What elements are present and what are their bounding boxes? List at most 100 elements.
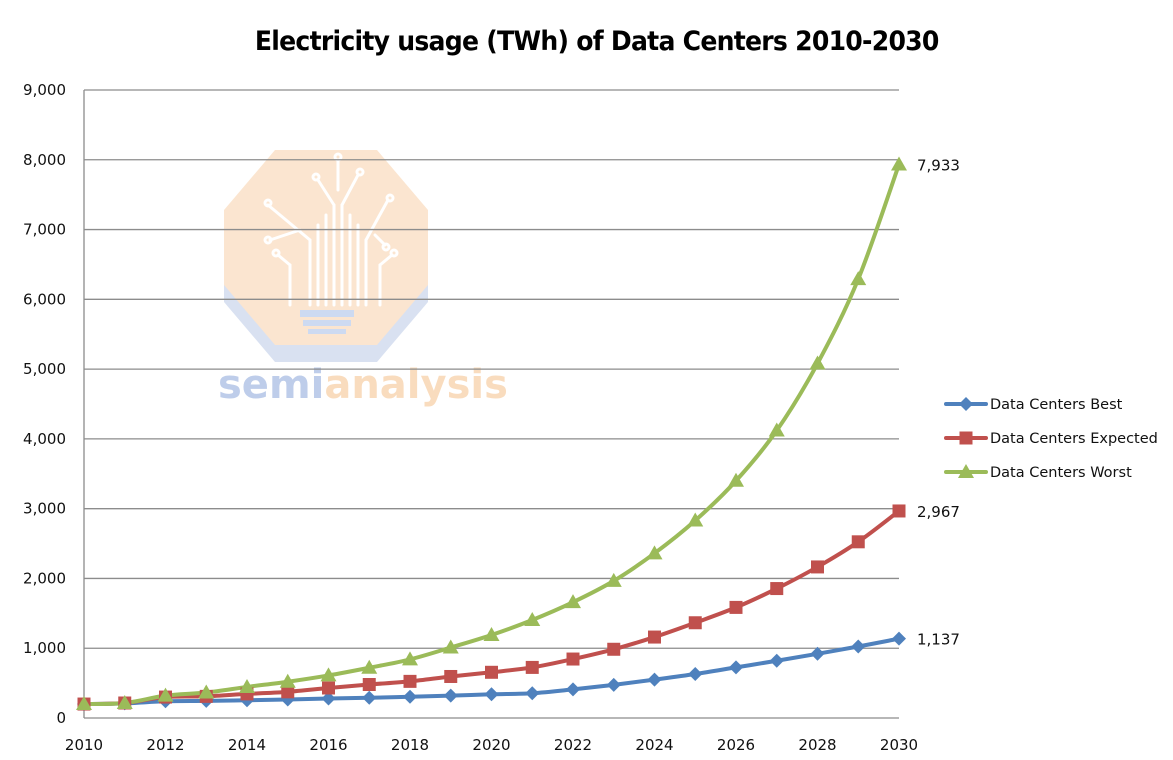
- data-point-triangle-marker: [279, 673, 296, 688]
- watermark-bulb-base: [303, 320, 351, 326]
- data-point-diamond-marker: [688, 667, 703, 682]
- x-axis-tick-labels: 2010 2012 2014 2016 2018 2020 2022 2024 2026 2028…: [65, 736, 918, 754]
- data-point-triangle-marker: [809, 355, 826, 370]
- data-point-diamond-marker: [484, 687, 499, 702]
- data-point-square-marker: [444, 669, 458, 683]
- data-point-triangle-marker: [198, 684, 215, 699]
- data-point-square-marker: [729, 600, 743, 614]
- data-point-triangle-marker: [524, 611, 541, 626]
- data-point-square-marker: [607, 642, 621, 656]
- legend: Data Centers Best Data Centers Expected Da…: [944, 397, 1158, 481]
- data-point-triangle-marker: [442, 639, 459, 654]
- y-tick-label: 9,000: [23, 81, 66, 99]
- legend-item-data-centers-best: Data Centers Best: [944, 397, 1123, 413]
- end-label-data-centers-expected: 2,967: [917, 503, 960, 521]
- data-point-square-marker: [566, 652, 580, 666]
- data-point-diamond-marker: [851, 639, 866, 654]
- data-point-diamond-marker: [647, 672, 662, 687]
- data-point-square-marker: [322, 681, 335, 695]
- data-point-square-marker: [525, 660, 539, 674]
- watermark-logo: semianalysis: [218, 150, 508, 408]
- data-point-square-marker: [648, 630, 661, 644]
- y-tick-label: 7,000: [23, 221, 66, 239]
- data-point-triangle-marker: [157, 687, 174, 702]
- series-markers-data-centers-worst: [76, 156, 907, 711]
- legend-item-data-centers-expected: Data Centers Expected: [944, 431, 1158, 447]
- data-point-square-marker: [892, 504, 906, 518]
- data-point-triangle-marker: [76, 696, 92, 711]
- watermark-bulb-base: [308, 329, 346, 334]
- data-labels: 1,137 2,967 7,933: [917, 156, 960, 648]
- data-point-triangle-marker: [320, 667, 337, 682]
- data-point-triangle-marker: [361, 659, 378, 674]
- y-tick-label: 2,000: [23, 569, 66, 587]
- x-tick-label: 2014: [228, 736, 266, 754]
- legend-label: Data Centers Best: [990, 397, 1123, 413]
- legend-triangle-icon: [958, 464, 974, 478]
- x-tick-label: 2026: [717, 736, 755, 754]
- data-point-triangle-marker: [850, 271, 867, 286]
- data-point-diamond-marker: [321, 691, 336, 706]
- data-point-square-marker: [281, 685, 295, 699]
- x-tick-label: 2010: [65, 736, 103, 754]
- chart-title: Electricity usage (TWh) of Data Centers …: [254, 26, 939, 57]
- legend-item-data-centers-worst: Data Centers Worst: [944, 464, 1132, 481]
- data-point-triangle-marker: [687, 512, 704, 527]
- data-point-square-marker: [485, 665, 498, 679]
- data-point-square-marker: [770, 582, 784, 596]
- data-point-triangle-marker: [891, 156, 907, 171]
- legend-diamond-icon: [959, 397, 973, 411]
- data-point-diamond-marker: [729, 660, 743, 675]
- data-point-diamond-marker: [810, 646, 825, 661]
- y-tick-label: 0: [56, 709, 66, 727]
- y-tick-label: 8,000: [23, 151, 66, 169]
- watermark-tree-icon: [263, 152, 399, 307]
- y-tick-label: 5,000: [23, 360, 66, 378]
- x-tick-label: 2018: [391, 736, 429, 754]
- x-tick-label: 2028: [798, 736, 836, 754]
- data-point-diamond-marker: [606, 677, 621, 692]
- data-point-diamond-marker: [525, 686, 540, 701]
- gridlines: [84, 89, 899, 649]
- data-point-diamond-marker: [566, 682, 580, 697]
- y-axis-tick-labels: 0 1,000 2,000 3,000 4,000 5,000 6,000 7,000 8,00…: [23, 81, 66, 727]
- series-markers: [76, 156, 907, 712]
- data-point-triangle-marker: [565, 594, 581, 609]
- data-point-triangle-marker: [239, 678, 255, 693]
- x-tick-label: 2016: [309, 736, 347, 754]
- series-markers-data-centers-expected: [77, 504, 906, 711]
- data-point-diamond-marker: [443, 688, 458, 703]
- data-point-square-marker: [688, 616, 702, 630]
- data-point-diamond-marker: [403, 689, 417, 704]
- y-tick-label: 6,000: [23, 290, 66, 308]
- y-tick-label: 3,000: [23, 500, 66, 518]
- series-line-data-centers-worst: [82, 162, 901, 707]
- y-tick-label: 1,000: [23, 639, 66, 657]
- end-label-data-centers-worst: 7,933: [917, 156, 960, 174]
- data-point-triangle-marker: [605, 572, 622, 587]
- data-point-triangle-marker: [402, 651, 418, 666]
- data-point-diamond-marker: [769, 653, 784, 668]
- end-label-data-centers-best: 1,137: [917, 631, 960, 649]
- legend-label: Data Centers Worst: [990, 465, 1132, 481]
- data-point-triangle-marker: [646, 545, 663, 560]
- x-tick-label: 2022: [554, 736, 592, 754]
- legend-label: Data Centers Expected: [990, 431, 1158, 447]
- data-point-triangle-marker: [768, 422, 785, 437]
- data-point-triangle-marker: [116, 694, 133, 709]
- x-tick-label: 2020: [472, 736, 510, 754]
- axes: [83, 90, 899, 719]
- x-tick-label: 2012: [146, 736, 184, 754]
- data-point-square-marker: [811, 560, 824, 574]
- data-point-square-marker: [851, 535, 865, 549]
- data-point-diamond-marker: [892, 631, 906, 646]
- watermark-bulb-base: [300, 310, 354, 317]
- data-point-triangle-marker: [728, 472, 744, 487]
- data-point-square-marker: [403, 674, 417, 688]
- legend-square-icon: [959, 431, 973, 445]
- data-point-triangle-marker: [483, 626, 500, 641]
- x-tick-label: 2030: [880, 736, 918, 754]
- x-tick-label: 2024: [635, 736, 673, 754]
- data-point-square-marker: [362, 678, 376, 692]
